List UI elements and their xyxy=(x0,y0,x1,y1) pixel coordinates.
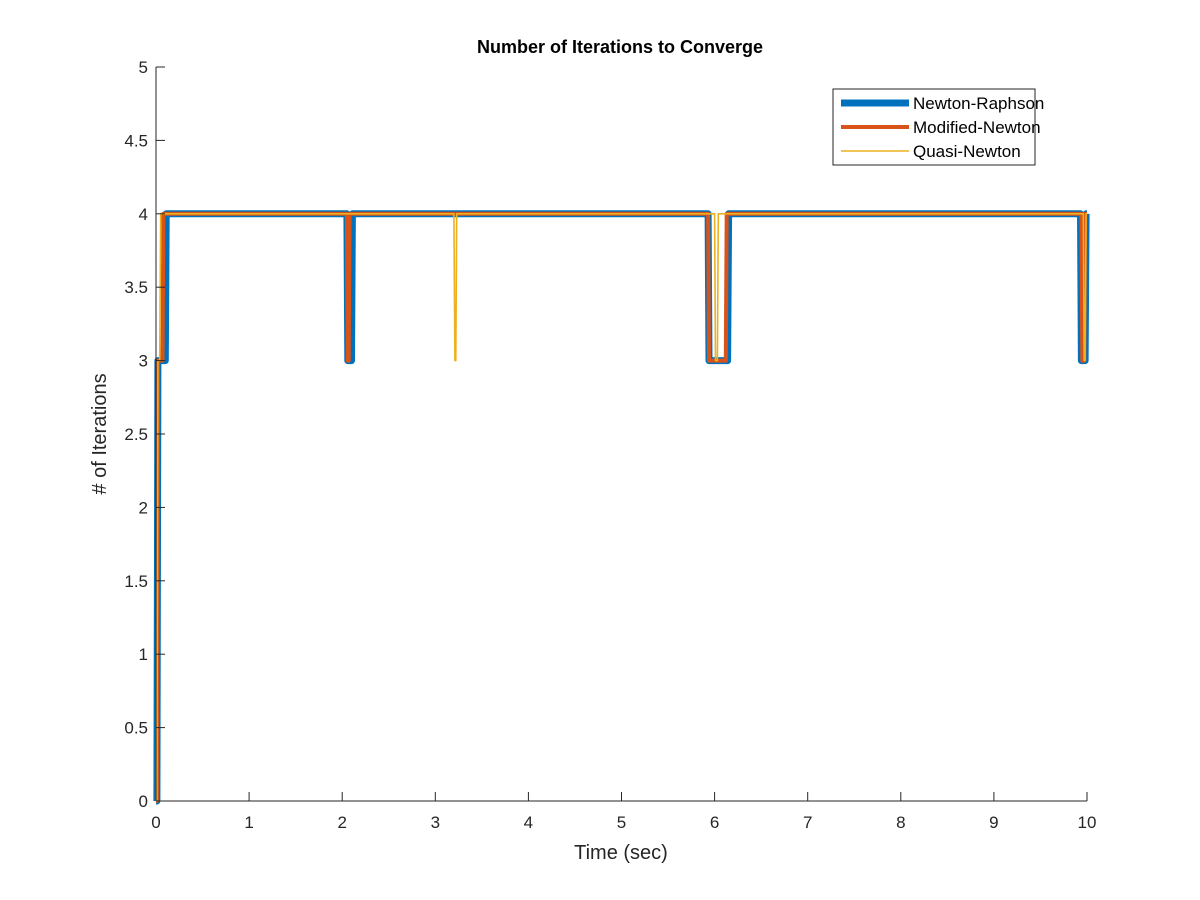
legend-label: Newton-Raphson xyxy=(913,94,1044,113)
series-line-2 xyxy=(154,211,1088,803)
y-tick-label: 4.5 xyxy=(124,131,148,150)
legend-label: Quasi-Newton xyxy=(913,142,1021,161)
x-tick-label: 5 xyxy=(617,813,626,832)
x-tick-label: 0 xyxy=(151,813,160,832)
chart-title: Number of Iterations to Converge xyxy=(477,37,763,57)
x-tick-label: 3 xyxy=(431,813,440,832)
x-tick-label: 1 xyxy=(244,813,253,832)
plot-area xyxy=(153,210,1090,805)
y-tick-label: 3.5 xyxy=(124,278,148,297)
y-tick-label: 0 xyxy=(139,792,148,811)
legend-label: Modified-Newton xyxy=(913,118,1041,137)
axes: 0 1 2 3 4 5 6 7 8 9 10 0 0.5 1 1.5 2 2.5 3 3.5 4 4.5 5 xyxy=(124,58,1096,832)
y-axis-label: # of Iterations xyxy=(89,373,111,494)
x-tick-label: 9 xyxy=(989,813,998,832)
x-tick-label: 7 xyxy=(803,813,812,832)
x-tick-label: 2 xyxy=(337,813,346,832)
y-tick-label: 1 xyxy=(139,645,148,664)
x-tick-label: 10 xyxy=(1078,813,1097,832)
y-tick-label: 1.5 xyxy=(124,572,148,591)
x-tick-label: 4 xyxy=(524,813,533,832)
y-tick-label: 2 xyxy=(139,498,148,517)
x-axis-label: Time (sec) xyxy=(574,842,668,864)
series-line-3 xyxy=(156,213,1087,802)
y-tick-label: 0.5 xyxy=(124,719,148,738)
y-tick-label: 3 xyxy=(139,352,148,371)
x-tick-label: 8 xyxy=(896,813,905,832)
x-tick-label: 6 xyxy=(710,813,719,832)
series-line-1 xyxy=(153,210,1090,805)
legend: Newton-Raphson Modified-Newton Quasi-Newto… xyxy=(832,88,1044,166)
y-tick-label: 5 xyxy=(139,58,148,77)
y-tick-label: 4 xyxy=(139,205,148,224)
y-tick-label: 2.5 xyxy=(124,425,148,444)
